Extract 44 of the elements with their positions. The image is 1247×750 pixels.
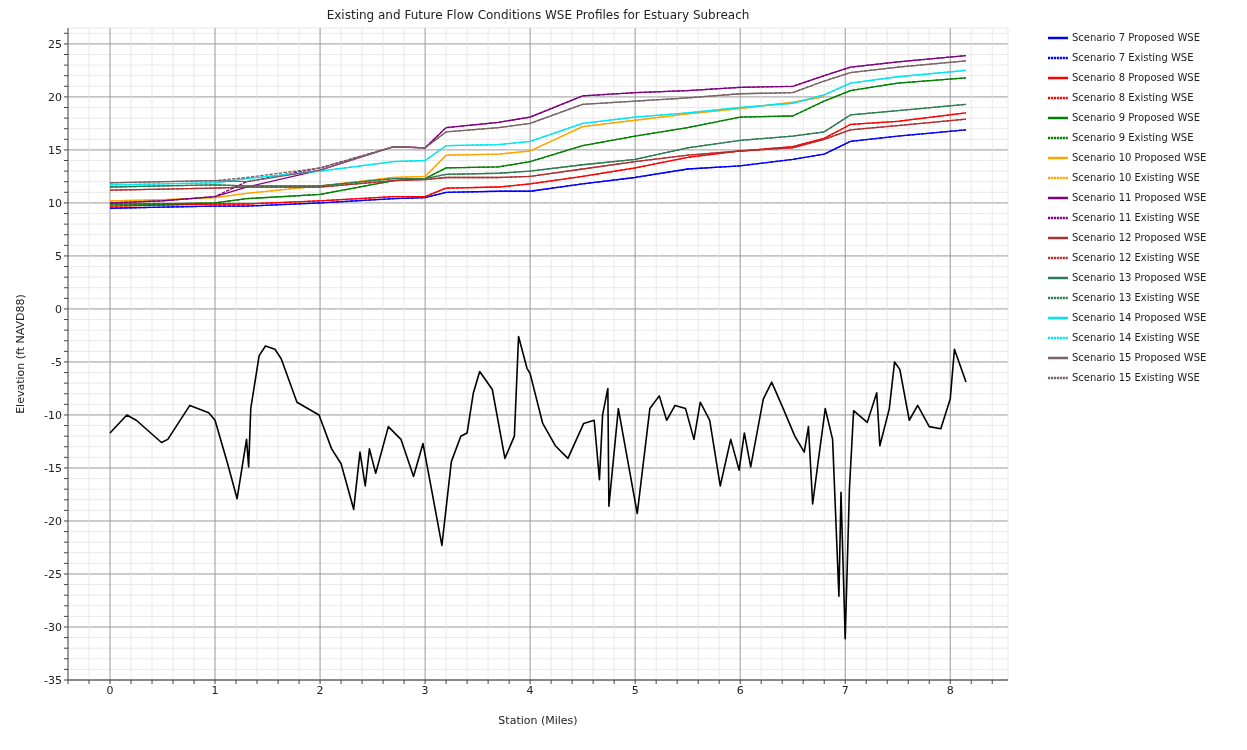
x-tick-label: 1 [211, 683, 219, 697]
legend-label: Scenario 14 Proposed WSE [1072, 312, 1207, 323]
legend-label: Scenario 12 Existing WSE [1072, 252, 1200, 263]
y-tick-label: 10 [48, 196, 62, 210]
y-tick-label: 25 [48, 37, 62, 51]
y-tick-label: -30 [44, 620, 62, 634]
y-tick-label: 0 [55, 302, 62, 316]
legend-label: Scenario 10 Existing WSE [1072, 172, 1200, 183]
y-tick-label: -20 [44, 514, 62, 528]
y-tick-label: -5 [51, 355, 62, 369]
legend-label: Scenario 9 Existing WSE [1072, 132, 1194, 143]
legend-label: Scenario 9 Proposed WSE [1072, 112, 1200, 123]
x-tick-label: 2 [316, 683, 324, 697]
y-tick-label: 15 [48, 143, 62, 157]
x-tick-label: 3 [421, 683, 429, 697]
legend-label: Scenario 8 Proposed WSE [1072, 72, 1200, 83]
legend-label: Scenario 13 Proposed WSE [1072, 272, 1207, 283]
y-tick-label: 20 [48, 90, 62, 104]
x-tick-label: 6 [736, 683, 744, 697]
x-axis-title: Station (Miles) [498, 714, 578, 727]
x-tick-label: 8 [946, 683, 954, 697]
legend-label: Scenario 13 Existing WSE [1072, 292, 1200, 303]
legend-label: Scenario 12 Proposed WSE [1072, 232, 1207, 243]
legend-label: Scenario 8 Existing WSE [1072, 92, 1194, 103]
y-tick-label: 5 [55, 249, 62, 263]
legend-label: Scenario 15 Existing WSE [1072, 372, 1200, 383]
legend-label: Scenario 11 Proposed WSE [1072, 192, 1207, 203]
y-tick-label: -15 [44, 461, 62, 475]
legend-label: Scenario 10 Proposed WSE [1072, 152, 1207, 163]
x-tick-label: 5 [631, 683, 639, 697]
y-tick-label: -35 [44, 673, 62, 687]
y-tick-label: -25 [44, 567, 62, 581]
legend-label: Scenario 7 Existing WSE [1072, 52, 1194, 63]
legend-label: Scenario 15 Proposed WSE [1072, 352, 1207, 363]
legend-label: Scenario 7 Proposed WSE [1072, 32, 1200, 43]
y-tick-label: -10 [44, 408, 62, 422]
x-tick-label: 7 [841, 683, 849, 697]
x-tick-label: 4 [526, 683, 534, 697]
legend-label: Scenario 11 Existing WSE [1072, 212, 1200, 223]
chart-title: Existing and Future Flow Conditions WSE Profiles for Estuary Subreach [325, 8, 751, 24]
x-tick-label: 0 [106, 683, 114, 697]
line-series [109, 335, 967, 640]
legend-label: Scenario 14 Existing WSE [1072, 332, 1200, 343]
y-axis-title: Elevation (ft NAVD88) [13, 294, 27, 414]
